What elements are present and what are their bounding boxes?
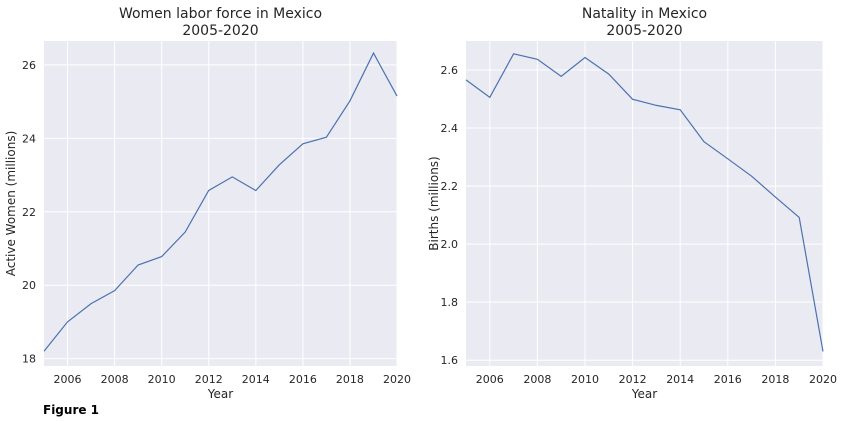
- chart-women-labor-force: Women labor force in Mexico 2005-2020 2006…: [4, 6, 411, 401]
- x-tick-label: 2020: [809, 373, 837, 386]
- plot-area: [44, 41, 397, 366]
- x-axis-label: Year: [207, 387, 233, 401]
- y-axis-label: Births (millions): [427, 156, 441, 250]
- x-tick-label: 2014: [666, 373, 694, 386]
- y-tick-label: 1.6: [441, 354, 459, 367]
- x-tick-label: 2016: [289, 373, 317, 386]
- x-tick-label: 2018: [336, 373, 364, 386]
- y-tick-label: 26: [22, 59, 36, 72]
- x-tick-label: 2006: [476, 373, 504, 386]
- series-line: [465, 53, 824, 352]
- plot-area: [466, 41, 823, 366]
- y-tick-label: 18: [22, 353, 36, 366]
- y-tick-label: 20: [22, 279, 36, 292]
- chart-title: Women labor force in Mexico 2005-2020: [119, 6, 322, 39]
- x-axis-label: Year: [631, 387, 657, 401]
- x-tick-label: 2010: [148, 373, 176, 386]
- chart-title: Natality in Mexico 2005-2020: [582, 6, 707, 39]
- x-tick-label: 2014: [242, 373, 270, 386]
- x-tick-label: 2012: [619, 373, 647, 386]
- y-tick-label: 2.2: [441, 180, 459, 193]
- chart-title-line: 2005-2020: [606, 23, 682, 39]
- chart-title-line: 2005-2020: [182, 23, 258, 39]
- x-tick-label: 2016: [714, 373, 742, 386]
- chart-natality: Natality in Mexico 2005-2020 2006 2008 2010 2…: [427, 6, 837, 401]
- x-tick-label: 2010: [571, 373, 599, 386]
- x-tick-label: 2008: [523, 373, 551, 386]
- y-tick-label: 2.4: [441, 122, 459, 135]
- y-tick-label: 1.8: [441, 296, 459, 309]
- x-tick-label: 2006: [54, 373, 82, 386]
- y-tick-label: 2.6: [441, 64, 459, 77]
- y-tick-label: 24: [22, 132, 36, 145]
- x-tick-label: 2008: [101, 373, 129, 386]
- chart-title-line: Natality in Mexico: [582, 6, 707, 22]
- y-axis-label: Active Women (millions): [4, 131, 18, 277]
- y-tick-label: 2.0: [441, 238, 459, 251]
- series-line: [43, 51, 398, 352]
- y-tick-label: 22: [22, 206, 36, 219]
- x-tick-label: 2020: [383, 373, 411, 386]
- chart-title-line: Women labor force in Mexico: [119, 6, 322, 22]
- x-tick-label: 2012: [195, 373, 223, 386]
- figure-caption: Figure 1: [43, 403, 99, 417]
- x-tick-label: 2018: [761, 373, 789, 386]
